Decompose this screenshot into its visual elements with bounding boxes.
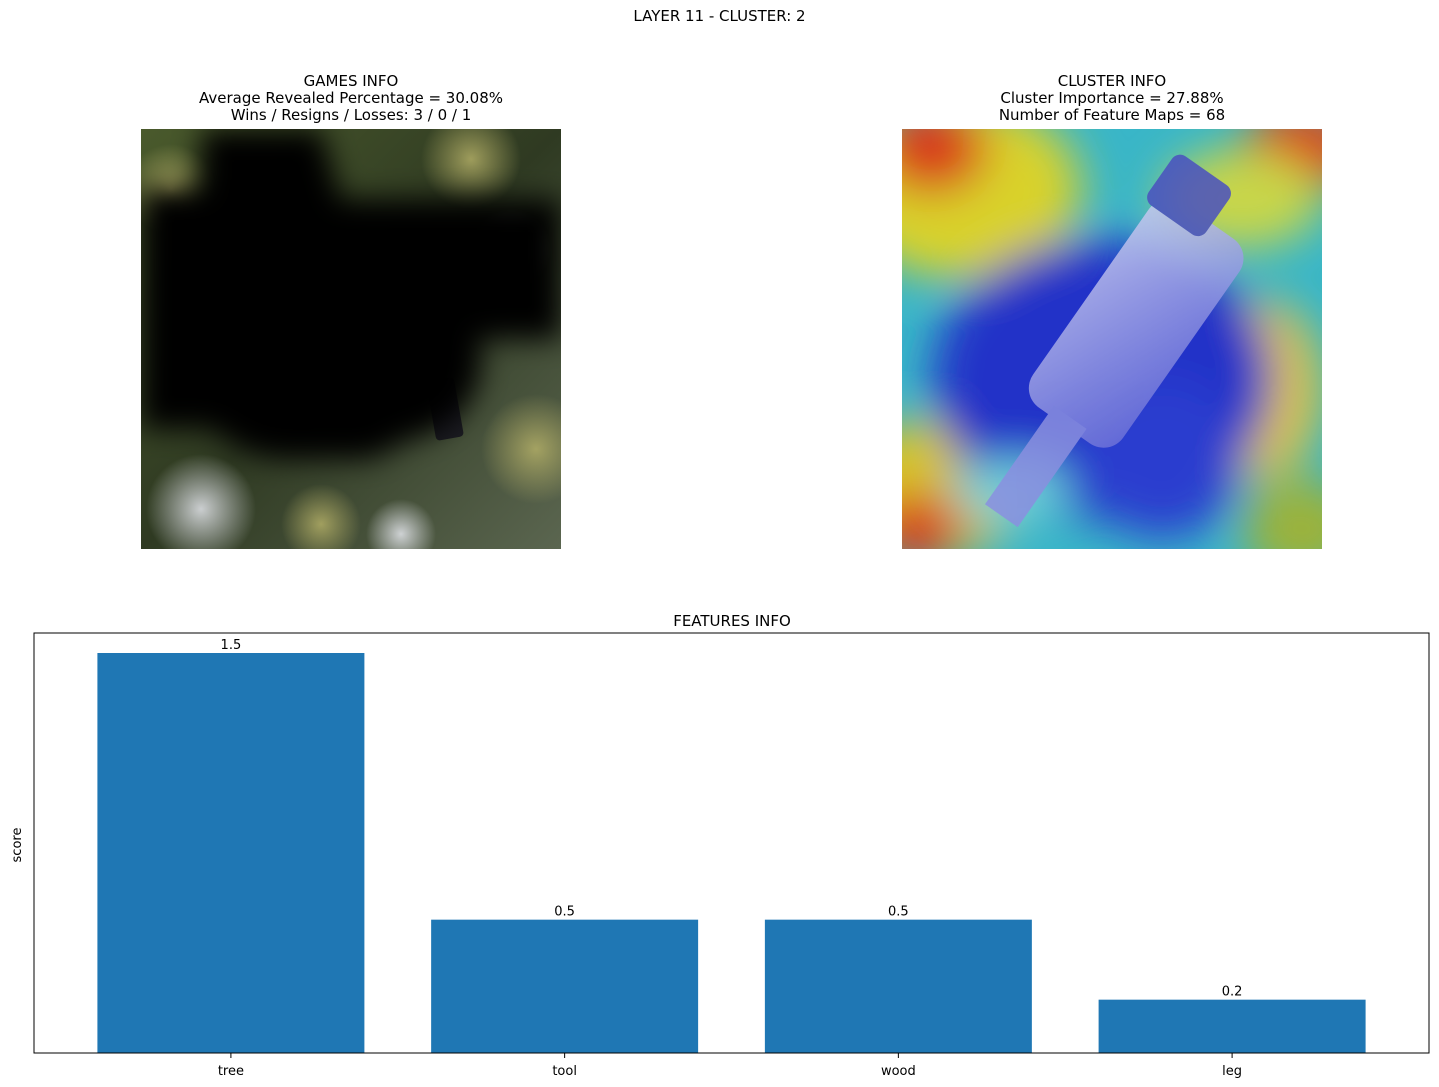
plot-frame [33, 632, 1430, 1054]
heatmap-overlay-image [902, 129, 1322, 549]
games-info-title: GAMES INFO [303, 72, 399, 90]
bar-tree [97, 653, 365, 1053]
data-label-tree: 1.5 [221, 638, 242, 653]
features-bar-chart: FEATURES INFO score 1.5 0.5 0.5 0.2 tree too… [10, 612, 1430, 1079]
bars-group: 1.5 0.5 0.5 0.2 [97, 638, 1366, 1053]
cluster-importance: Cluster Importance = 27.88% [1000, 89, 1224, 107]
chart-title: FEATURES INFO [673, 612, 791, 630]
bar-tool [431, 919, 699, 1053]
data-label-leg: 0.2 [1222, 985, 1243, 1000]
bar-leg [1098, 999, 1366, 1053]
data-label-tool: 0.5 [554, 905, 575, 920]
x-tick-label-wood: wood [881, 1064, 916, 1079]
games-info-title-block: GAMES INFO Average Revealed Percentage =… [141, 73, 561, 124]
figure-title: LAYER 11 - CLUSTER: 2 [633, 7, 806, 25]
average-revealed-percentage: Average Revealed Percentage = 30.08% [198, 89, 503, 107]
y-axis-label: score [10, 828, 25, 863]
cluster-info-title: CLUSTER INFO [1057, 72, 1167, 90]
number-of-feature-maps: Number of Feature Maps = 68 [998, 106, 1226, 124]
data-label-wood: 0.5 [888, 905, 909, 920]
masked-image [141, 129, 561, 549]
x-ticks-group: tree tool wood leg [218, 1053, 1242, 1079]
wins-resigns-losses: Wins / Resigns / Losses: 3 / 0 / 1 [230, 106, 472, 124]
x-tick-label-leg: leg [1222, 1064, 1242, 1079]
cluster-info-title-block: CLUSTER INFO Cluster Importance = 27.88%… [902, 73, 1322, 124]
x-tick-label-tree: tree [218, 1064, 244, 1079]
x-tick-label-tool: tool [552, 1064, 577, 1079]
bar-wood [764, 919, 1032, 1053]
